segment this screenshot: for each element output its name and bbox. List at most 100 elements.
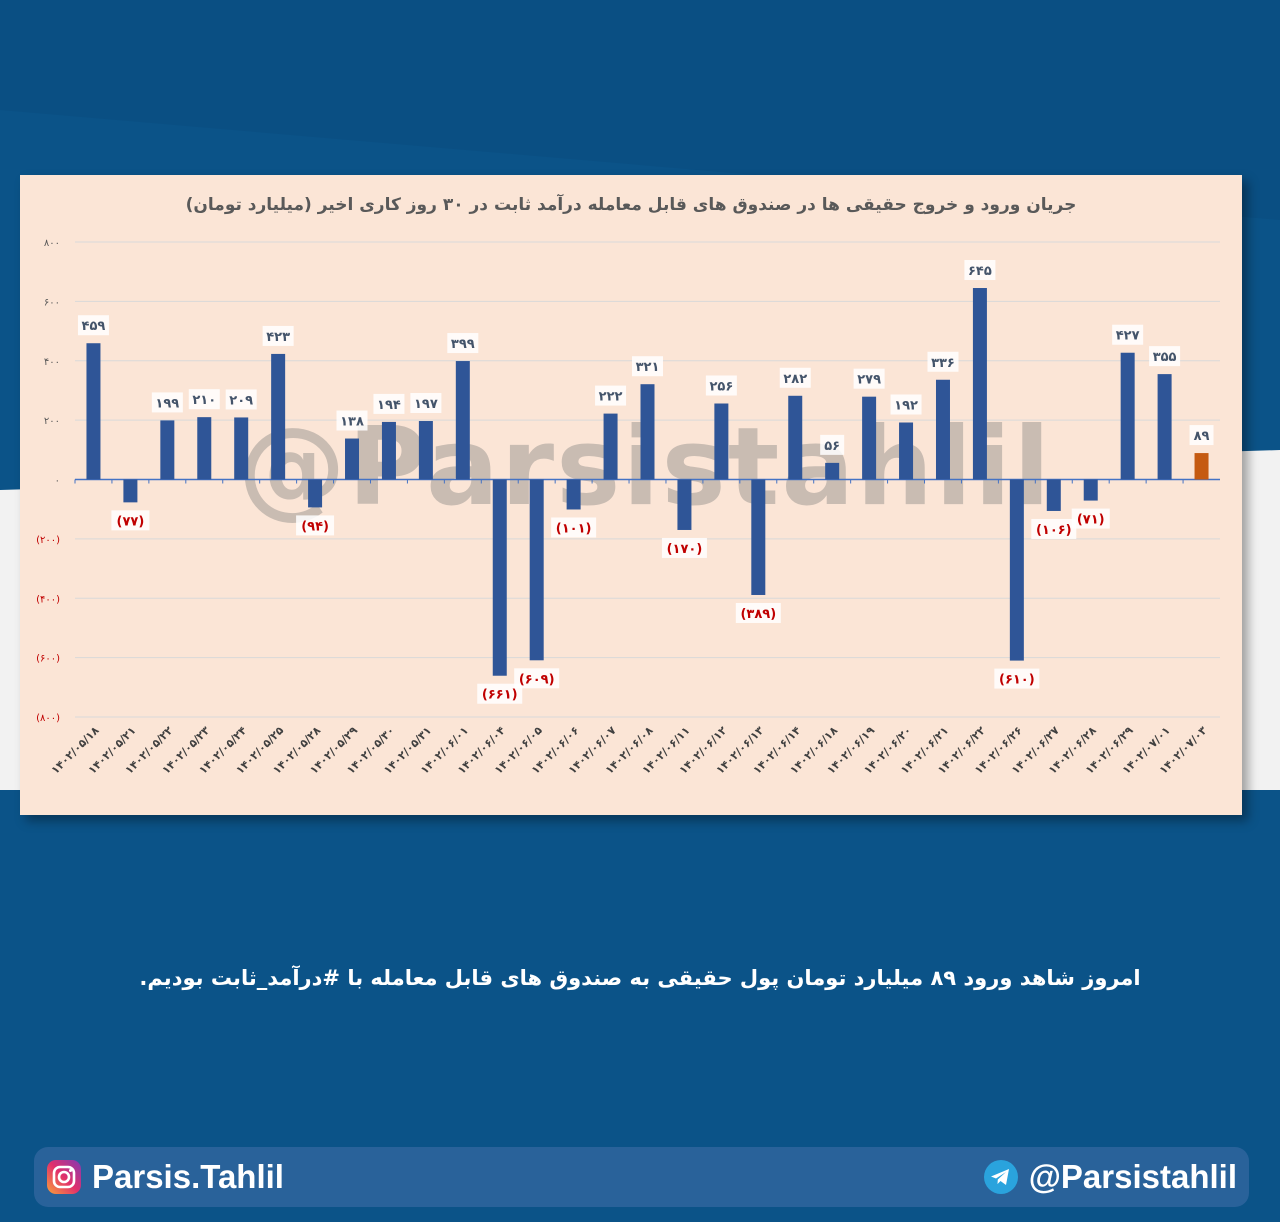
data-label: ۲۵۶ [709,380,733,395]
data-label: (۱۰۶) [1036,523,1072,538]
data-label-box [151,392,183,413]
bar [603,413,618,480]
data-label: ۴۲۳ [266,330,290,345]
y-tick-label: ۲۰۰ [44,416,60,427]
bar [418,421,433,480]
bar [492,479,507,676]
data-label-box [410,393,442,414]
data-label-box [336,410,368,431]
data-label: (۶۶۱) [482,688,518,703]
y-tick-label: (۲۰۰) [36,535,60,546]
data-label: ۳۲۱ [636,360,660,375]
bar [308,479,323,508]
bar [86,343,101,480]
bar [1120,352,1135,480]
bar [123,479,138,503]
bar [381,421,396,480]
instagram-icon [47,1160,81,1194]
data-label-box [296,515,335,536]
data-label-box [1149,346,1181,367]
data-label: ۲۸۲ [783,372,807,387]
data-label-box [447,333,479,354]
y-tick-label: (۴۰۰) [36,594,60,605]
data-label: ۴۲۷ [1116,329,1140,344]
data-label-box [1112,324,1144,345]
data-label: ۵۶ [824,439,840,454]
data-label: ۱۹۷ [414,397,438,412]
data-label-box [661,537,707,558]
data-label: ۸۹ [1194,429,1210,444]
data-label: ۲۱۰ [192,393,216,408]
bar [234,417,249,480]
bar [566,479,581,510]
footer-bar: Parsis.Tahlil @Parsistahlil [34,1147,1249,1207]
data-label: ۱۳۸ [340,415,364,430]
data-label-box [77,315,109,336]
y-tick-label: (۶۰۰) [36,654,60,665]
bar [972,288,987,480]
data-label: ۲۰۹ [229,393,253,408]
data-label: ۲۷۹ [857,373,881,388]
bar [899,422,914,480]
bar [529,479,544,661]
data-label: ۳۹۹ [451,337,475,352]
instagram-handle: Parsis.Tahlil [92,1158,284,1195]
data-label: ۳۳۶ [931,356,955,371]
data-label-box [477,683,523,704]
telegram-link[interactable]: @Parsistahlil [983,1158,1237,1195]
instagram-link[interactable]: Parsis.Tahlil [46,1158,284,1195]
caption-text: امروز شاهد ورود ۸۹ میلیارد تومان پول حقی… [139,966,1141,990]
data-label-box [705,375,737,396]
data-label: (۱۷۰) [667,542,703,557]
bar [935,379,950,480]
telegram-icon [983,1160,1018,1194]
y-tick-label: ۴۰۰ [44,357,60,368]
data-label-box [1031,518,1077,539]
data-label: ۴۵۹ [82,319,106,334]
bar [1009,479,1024,661]
bar-chart: ۸۰۰۶۰۰۴۰۰۲۰۰۰(۲۰۰)(۴۰۰)(۶۰۰)(۸۰۰)۴۵۹۱۴۰۲… [36,238,1220,777]
data-label-box [890,394,922,415]
data-label-box [262,325,294,346]
data-label: ۱۹۹ [155,396,179,411]
data-label: ۱۹۴ [377,398,401,413]
data-label-box [595,385,627,406]
data-label-box [927,351,959,372]
data-label-box [514,668,560,689]
data-label-box [1071,508,1110,529]
data-label-box [853,368,885,389]
data-label: (۶۰۹) [519,672,555,687]
data-label: (۷۷) [117,514,145,529]
data-label-box [373,393,405,414]
data-label-box [779,367,811,388]
data-label: (۶۱۰) [999,673,1035,688]
bar [160,420,175,480]
bar [1046,479,1061,511]
data-label-box [632,356,663,377]
bar [714,403,729,480]
data-label-box [735,602,781,623]
bar [1083,479,1098,501]
y-tick-label: ۰ [55,476,60,487]
data-label-box [551,517,597,538]
data-label: ۶۴۵ [968,264,992,279]
chart-card: جریان ورود و خروج حقیقی ها در صندوق های … [20,175,1242,815]
data-label-box [1189,425,1214,446]
data-label-box [188,389,220,410]
y-tick-label: (۸۰۰) [36,713,60,724]
bar [197,417,212,480]
data-label: ۲۲۲ [599,390,623,405]
bar [455,361,470,480]
bar [1194,453,1209,480]
data-label: ۱۹۲ [894,399,918,414]
telegram-handle: @Parsistahlil [1028,1158,1237,1195]
data-label: ۳۵۵ [1153,350,1177,365]
bar [1157,374,1172,480]
bar [345,438,360,480]
bar [862,396,877,480]
data-label-box [820,434,845,455]
data-label-box [994,668,1040,689]
data-label: (۳۸۹) [740,607,776,622]
y-tick-label: ۸۰۰ [44,238,60,249]
y-tick-label: ۶۰۰ [44,297,60,308]
